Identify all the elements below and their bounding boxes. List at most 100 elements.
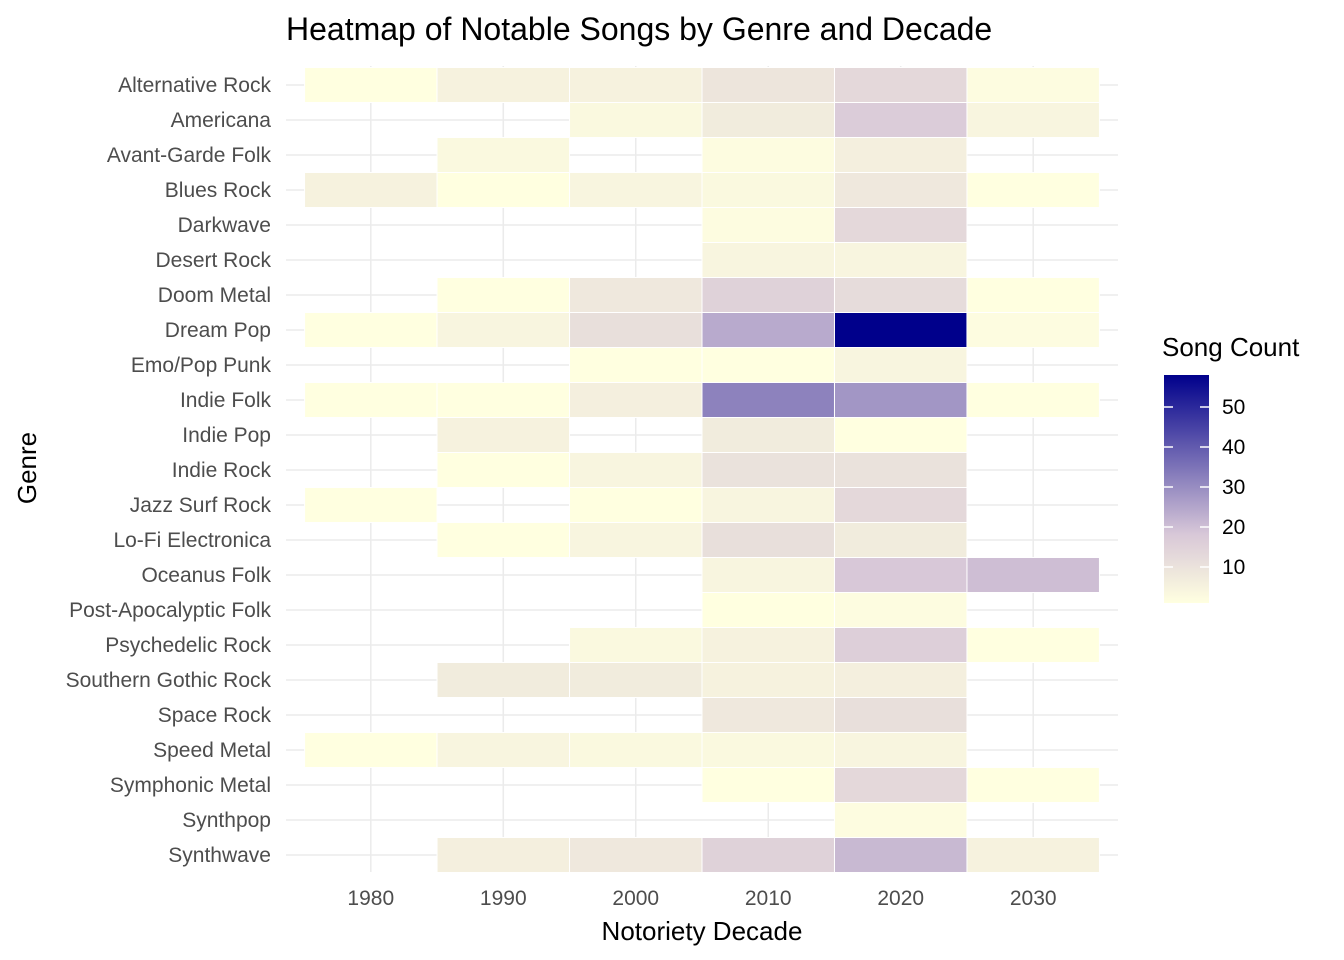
heatmap-cell bbox=[833, 522, 968, 558]
heatmap-cell bbox=[701, 837, 835, 873]
y-tick-label: Blues Rock bbox=[165, 179, 272, 202]
y-tick-label: Avant-Garde Folk bbox=[107, 144, 272, 167]
y-tick-label: Indie Rock bbox=[172, 459, 272, 482]
heatmap-cell bbox=[833, 592, 968, 628]
heatmap-cell bbox=[701, 487, 835, 523]
y-tick-label: Americana bbox=[171, 109, 272, 132]
heatmap-cell bbox=[966, 627, 1100, 663]
y-tick-labels: Alternative Rock Americana Avant-Garde Fol… bbox=[66, 74, 272, 867]
x-axis-title: Notoriety Decade bbox=[602, 916, 803, 946]
heatmap-cell bbox=[833, 242, 968, 278]
heatmap-cell bbox=[436, 522, 571, 558]
heatmap-cell bbox=[436, 137, 571, 173]
x-tick-label: 1980 bbox=[347, 887, 394, 910]
heatmap-cell bbox=[966, 277, 1100, 313]
heatmap-cell bbox=[436, 452, 571, 488]
legend-title: Song Count bbox=[1162, 332, 1300, 362]
y-tick-label: Indie Pop bbox=[182, 424, 271, 447]
y-tick-label: Symphonic Metal bbox=[110, 774, 271, 797]
heatmap-cell bbox=[436, 67, 571, 103]
x-tick-label: 2010 bbox=[745, 887, 792, 910]
color-legend: Song Count 10 20 30 40 50 bbox=[1162, 332, 1300, 603]
y-tick-label: Emo/Pop Punk bbox=[131, 354, 272, 377]
heatmap-cell bbox=[833, 452, 968, 488]
heatmap-cell bbox=[833, 172, 968, 208]
x-tick-label: 2030 bbox=[1010, 887, 1057, 910]
y-tick-label: Psychedelic Rock bbox=[105, 634, 271, 657]
heatmap-cell bbox=[966, 102, 1100, 138]
heatmap-cell bbox=[833, 347, 968, 383]
x-tick-label: 1990 bbox=[480, 887, 527, 910]
heatmap-cell bbox=[304, 732, 438, 768]
heatmap-cell bbox=[436, 382, 571, 418]
heatmap-cell bbox=[833, 67, 968, 103]
heatmap-cell bbox=[966, 172, 1100, 208]
heatmap-cell bbox=[569, 277, 703, 313]
heatmap-cell bbox=[701, 137, 835, 173]
y-tick-label: Alternative Rock bbox=[118, 74, 271, 97]
heatmap-cell bbox=[833, 137, 968, 173]
heatmap-cell bbox=[701, 242, 835, 278]
heatmap-cell bbox=[701, 207, 835, 243]
heatmap-cell bbox=[569, 312, 703, 348]
heatmap-cell bbox=[833, 417, 968, 453]
heatmap-cell bbox=[966, 382, 1100, 418]
heatmap-cell bbox=[701, 172, 835, 208]
heatmap-cell bbox=[569, 102, 703, 138]
heatmap-cell bbox=[701, 67, 835, 103]
heatmap-cell bbox=[436, 837, 571, 873]
y-tick-label: Dream Pop bbox=[165, 319, 271, 342]
y-tick-label: Southern Gothic Rock bbox=[66, 669, 272, 692]
heatmap-cell bbox=[833, 102, 968, 138]
heatmap-cell bbox=[701, 102, 835, 138]
heatmap-cell bbox=[304, 172, 438, 208]
heatmap-cell bbox=[701, 417, 835, 453]
y-tick-label: Speed Metal bbox=[153, 739, 271, 762]
heatmap-cell bbox=[304, 312, 438, 348]
legend-tick-label: 10 bbox=[1222, 556, 1245, 579]
heatmap-cell bbox=[701, 522, 835, 558]
heatmap-cell bbox=[701, 592, 835, 628]
heatmap-cell bbox=[833, 662, 968, 698]
heatmap-cell bbox=[833, 627, 968, 663]
y-tick-label: Space Rock bbox=[158, 704, 272, 727]
heatmap-cell bbox=[833, 767, 968, 803]
heatmap-cell bbox=[833, 732, 968, 768]
legend-ticks: 10 20 30 40 50 bbox=[1164, 396, 1245, 579]
y-tick-label: Indie Folk bbox=[180, 389, 272, 412]
y-tick-label: Post-Apocalyptic Folk bbox=[69, 599, 271, 622]
heatmap-cell bbox=[436, 417, 571, 453]
heatmap-cell bbox=[966, 557, 1100, 593]
heatmap-cell bbox=[833, 802, 968, 838]
heatmap-cell bbox=[833, 207, 968, 243]
y-tick-label: Jazz Surf Rock bbox=[130, 494, 272, 517]
heatmap-cell bbox=[701, 662, 835, 698]
y-tick-label: Doom Metal bbox=[158, 284, 271, 307]
heatmap-cell bbox=[833, 312, 968, 348]
heatmap-cell bbox=[833, 697, 968, 733]
heatmap-cell bbox=[701, 452, 835, 488]
y-tick-label: Synthpop bbox=[182, 809, 271, 832]
heatmap-cell bbox=[701, 627, 835, 663]
heatmap-cell bbox=[304, 487, 438, 523]
y-axis-title: Genre bbox=[12, 432, 42, 504]
heatmap-cell bbox=[569, 627, 703, 663]
heatmap-cell bbox=[701, 347, 835, 383]
x-tick-label: 2000 bbox=[612, 887, 659, 910]
heatmap-cell bbox=[701, 277, 835, 313]
heatmap-cell bbox=[833, 277, 968, 313]
heatmap-cell bbox=[966, 67, 1100, 103]
heatmap-cell bbox=[701, 382, 835, 418]
heatmap-cell bbox=[436, 732, 571, 768]
heatmap-cell bbox=[569, 837, 703, 873]
x-tick-label: 2020 bbox=[877, 887, 924, 910]
heatmap-cell bbox=[569, 522, 703, 558]
heatmap-cell bbox=[966, 837, 1100, 873]
heatmap-cell bbox=[569, 347, 703, 383]
heatmap-cell bbox=[304, 382, 438, 418]
heatmap-cell bbox=[966, 767, 1100, 803]
legend-tick-label: 20 bbox=[1222, 516, 1245, 539]
y-tick-label: Oceanus Folk bbox=[141, 564, 271, 587]
y-tick-label: Synthwave bbox=[168, 844, 271, 867]
